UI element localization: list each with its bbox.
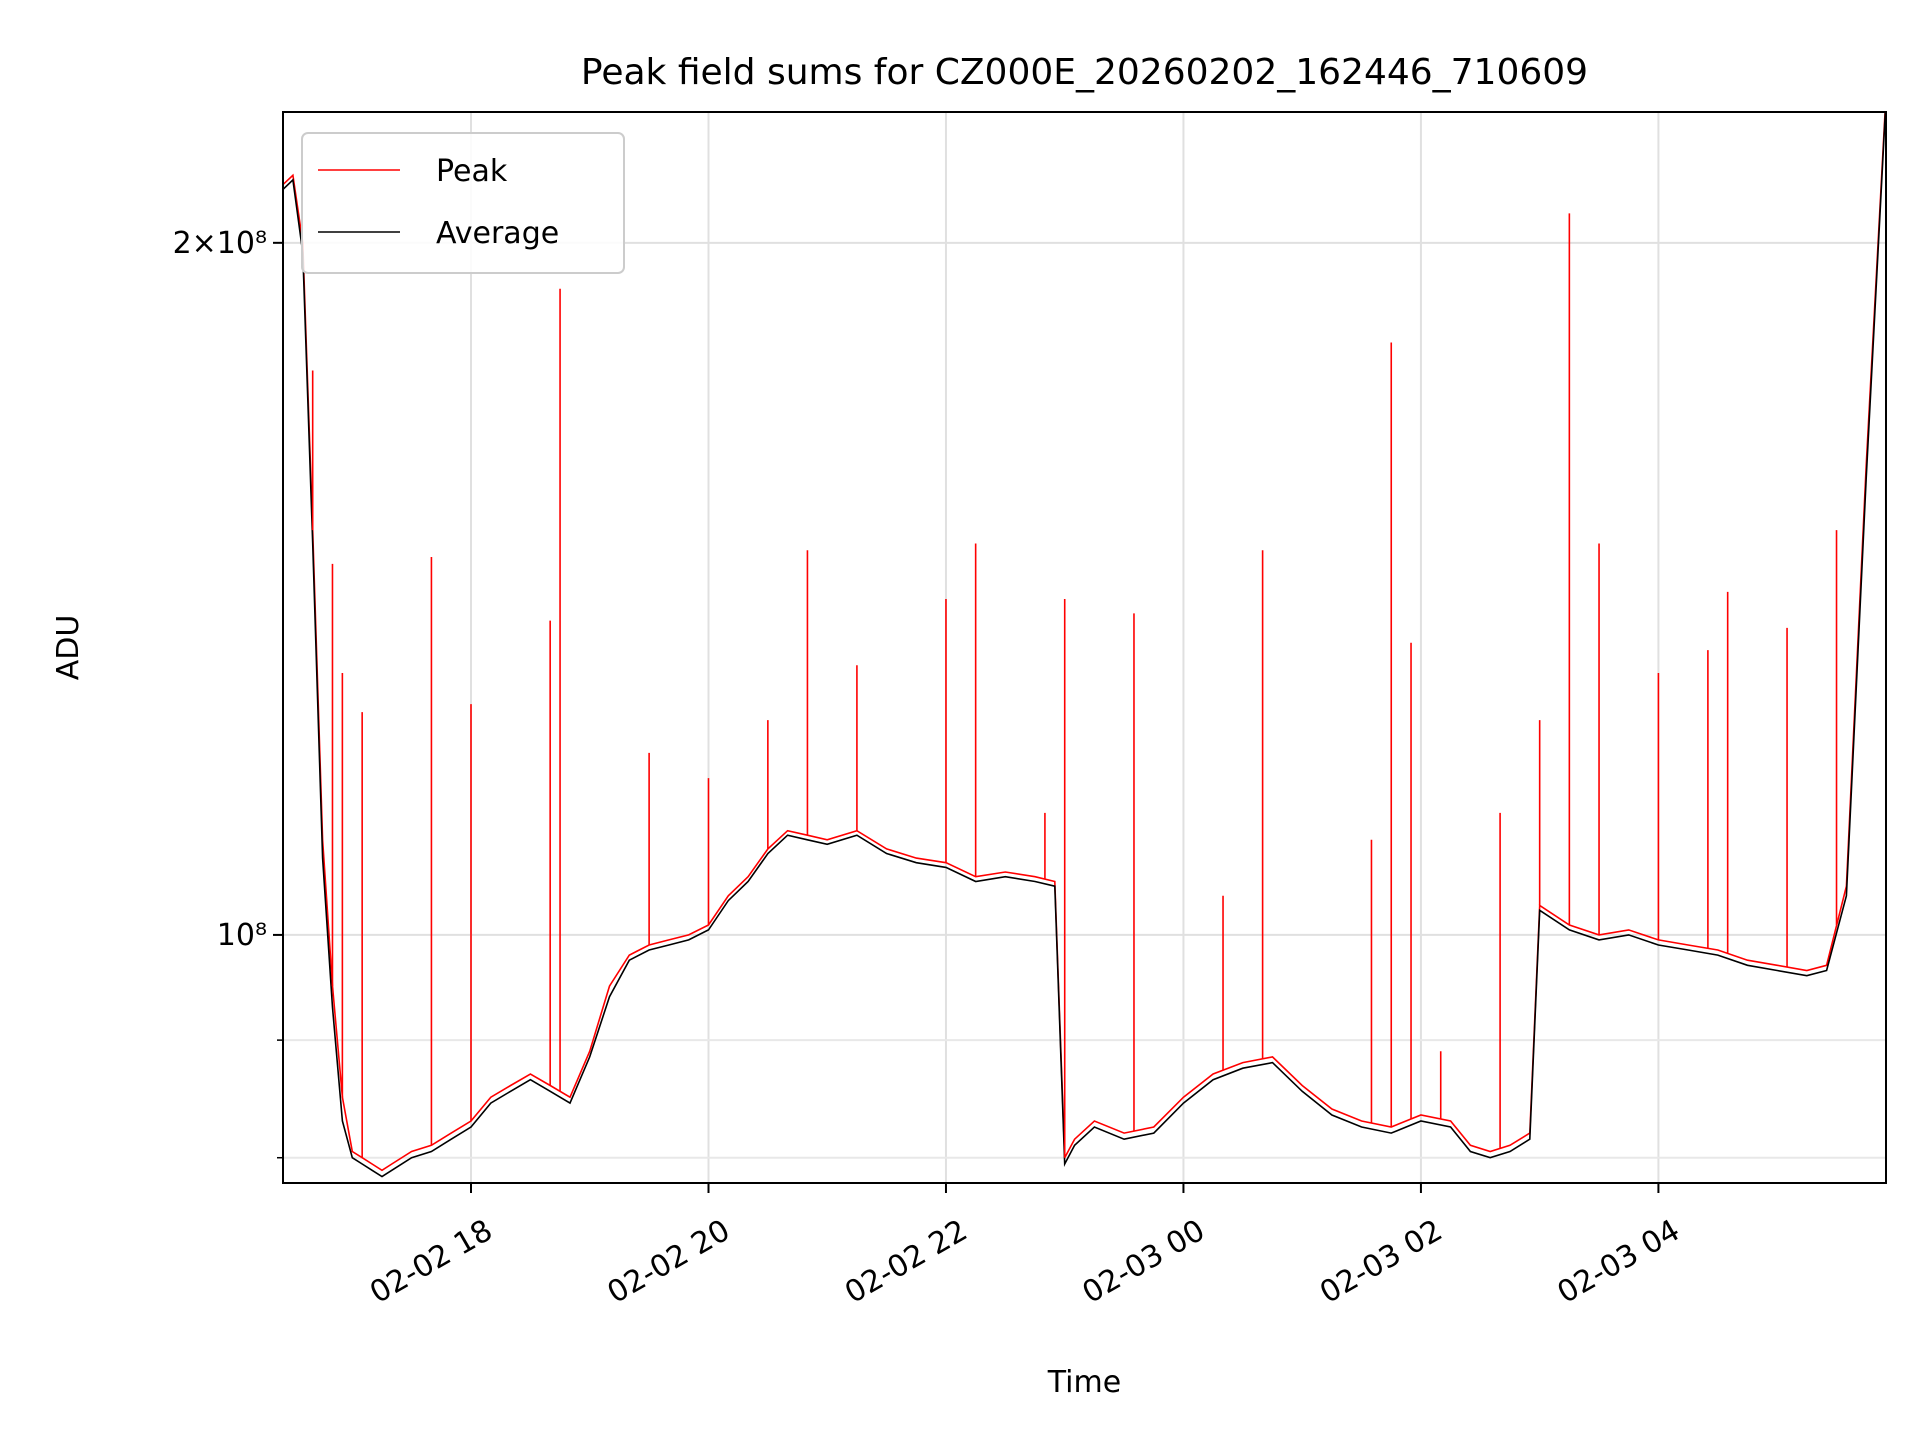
- x-axis-label: Time: [1047, 1365, 1121, 1400]
- legend-label-average: Average: [436, 216, 559, 251]
- chart-title: Peak field sums for CZ000E_20260202_1624…: [581, 52, 1588, 93]
- y-axis-label: ADU: [51, 615, 86, 681]
- legend: Peak Average: [301, 132, 625, 274]
- legend-box: [301, 132, 625, 274]
- y-tick-label: 10⁸: [217, 918, 267, 953]
- legend-label-peak: Peak: [436, 154, 508, 189]
- y-tick-label: 2×10⁸: [173, 226, 267, 261]
- series-layer: [283, 112, 1886, 1178]
- series-line-average: [283, 112, 1886, 1178]
- plot-frame: [282, 111, 1887, 1184]
